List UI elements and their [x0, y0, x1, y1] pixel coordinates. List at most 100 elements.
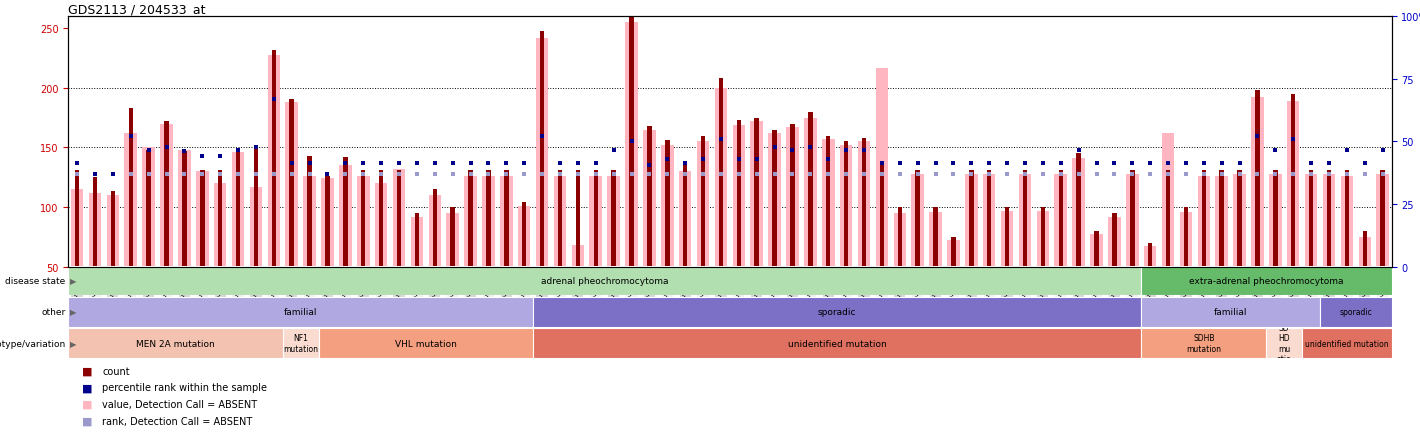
Bar: [429, 196, 442, 267]
Bar: [361, 171, 365, 267]
Bar: [450, 207, 454, 267]
Bar: [1363, 231, 1367, 267]
Text: other: other: [41, 308, 65, 316]
Bar: [1018, 174, 1031, 267]
Text: unidentified mutation: unidentified mutation: [788, 339, 886, 348]
Bar: [589, 177, 602, 267]
Bar: [1323, 174, 1335, 267]
Bar: [1309, 171, 1314, 267]
Bar: [1022, 171, 1027, 267]
Bar: [106, 196, 119, 267]
Bar: [88, 193, 101, 267]
Bar: [1166, 171, 1170, 267]
Bar: [558, 171, 562, 267]
Bar: [285, 103, 298, 267]
Bar: [321, 179, 334, 267]
Bar: [1091, 235, 1103, 267]
Bar: [625, 23, 638, 267]
Bar: [236, 149, 240, 267]
Bar: [1237, 171, 1242, 267]
Bar: [822, 140, 835, 267]
Bar: [1216, 177, 1228, 267]
Bar: [290, 99, 294, 267]
Bar: [129, 109, 133, 267]
Text: ▶: ▶: [70, 276, 77, 285]
Bar: [410, 217, 423, 267]
Bar: [464, 177, 477, 267]
Bar: [1376, 174, 1389, 267]
Bar: [469, 171, 473, 267]
Bar: [1274, 171, 1278, 267]
Bar: [912, 174, 924, 267]
Bar: [375, 184, 388, 267]
Text: MEN 2A mutation: MEN 2A mutation: [136, 339, 214, 348]
Bar: [1321, 297, 1392, 327]
Bar: [433, 190, 437, 267]
Text: adrenal pheochromocytoma: adrenal pheochromocytoma: [541, 276, 669, 285]
Bar: [983, 174, 995, 267]
Bar: [182, 151, 186, 267]
Bar: [966, 174, 977, 267]
Text: ■: ■: [82, 383, 92, 392]
Bar: [75, 171, 80, 267]
Text: ▶: ▶: [70, 339, 77, 348]
Bar: [858, 142, 870, 267]
Text: NF1
mutation: NF1 mutation: [283, 334, 318, 353]
Text: ■: ■: [82, 366, 92, 376]
Bar: [572, 246, 584, 267]
Bar: [483, 177, 494, 267]
Bar: [540, 32, 544, 267]
Bar: [200, 171, 204, 267]
Bar: [178, 151, 190, 267]
Bar: [125, 134, 136, 267]
Bar: [1380, 171, 1384, 267]
Bar: [217, 171, 223, 267]
Bar: [893, 214, 906, 267]
Bar: [1267, 329, 1302, 358]
Bar: [1005, 207, 1010, 267]
Bar: [523, 203, 527, 267]
Bar: [1058, 171, 1064, 267]
Bar: [1291, 95, 1295, 267]
Bar: [1142, 266, 1392, 296]
Bar: [1001, 211, 1014, 267]
Bar: [1142, 329, 1267, 358]
Bar: [1147, 243, 1153, 267]
Bar: [160, 124, 173, 267]
Bar: [750, 122, 763, 267]
Bar: [701, 136, 706, 267]
Bar: [1345, 171, 1349, 267]
Bar: [826, 136, 831, 267]
Bar: [339, 166, 352, 267]
Text: ▶: ▶: [70, 308, 77, 316]
Bar: [283, 329, 318, 358]
Bar: [1126, 174, 1139, 267]
Bar: [1072, 159, 1085, 267]
Bar: [1197, 177, 1210, 267]
Bar: [843, 142, 848, 267]
Bar: [575, 171, 581, 267]
Bar: [608, 177, 621, 267]
Bar: [1055, 174, 1066, 267]
Bar: [1108, 217, 1120, 267]
Text: rank, Detection Call = ABSENT: rank, Detection Call = ABSENT: [102, 416, 253, 425]
Text: ■: ■: [82, 416, 92, 425]
Bar: [535, 39, 548, 267]
Bar: [68, 329, 283, 358]
Text: familial: familial: [284, 308, 318, 316]
Bar: [897, 207, 902, 267]
Bar: [1095, 231, 1099, 267]
Bar: [1305, 174, 1318, 267]
Bar: [733, 125, 746, 267]
Text: ■: ■: [82, 399, 92, 409]
Bar: [1326, 171, 1331, 267]
Bar: [612, 171, 616, 267]
Bar: [142, 148, 155, 267]
Bar: [768, 134, 781, 267]
Bar: [68, 297, 532, 327]
Bar: [1145, 247, 1156, 267]
Bar: [344, 158, 348, 267]
Bar: [1234, 174, 1245, 267]
Bar: [594, 171, 598, 267]
Bar: [839, 146, 852, 267]
